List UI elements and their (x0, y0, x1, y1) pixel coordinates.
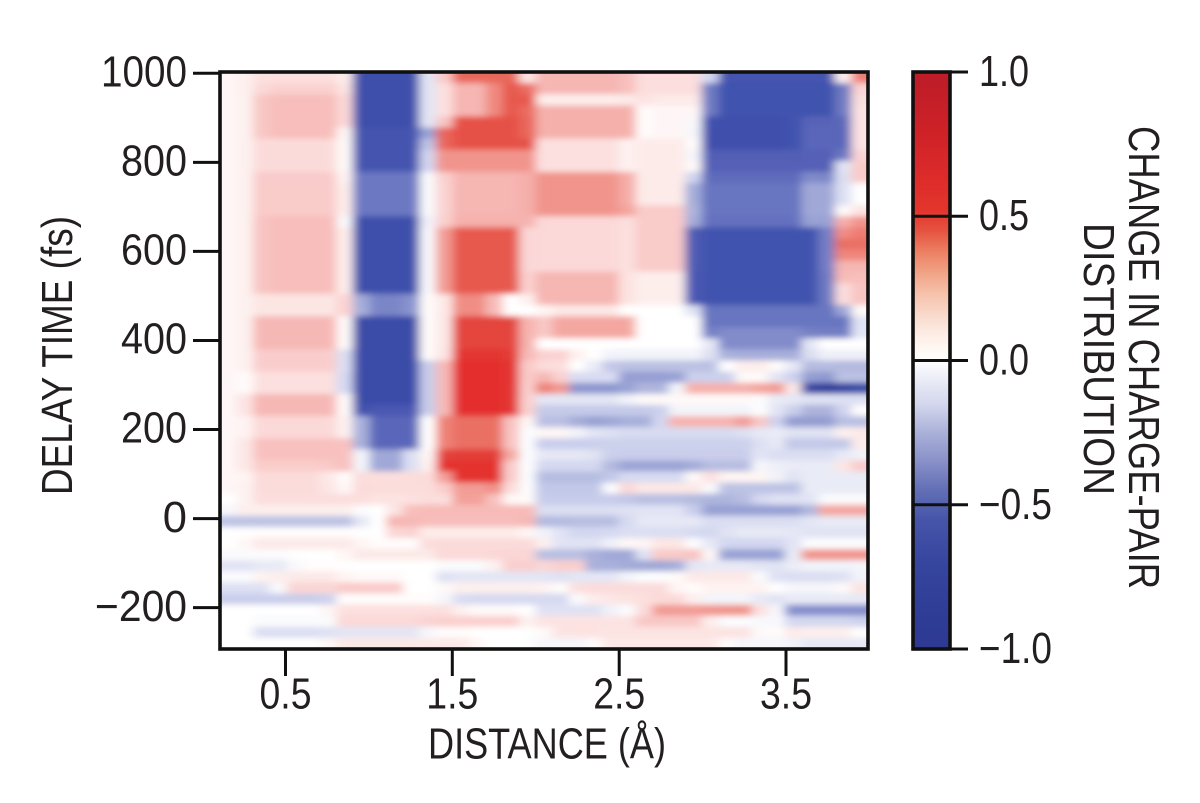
svg-text:1.0: 1.0 (979, 48, 1029, 96)
svg-text:0.0: 0.0 (979, 337, 1029, 385)
svg-text:600: 600 (121, 227, 187, 275)
svg-text:1.5: 1.5 (426, 671, 478, 719)
svg-text:−200: −200 (95, 583, 187, 631)
svg-text:0.5: 0.5 (979, 192, 1029, 240)
svg-text:CHANGE IN CHARGE-PAIR: CHANGE IN CHARGE-PAIR (1119, 126, 1167, 589)
svg-text:−1.0: −1.0 (979, 625, 1052, 673)
svg-text:−0.5: −0.5 (979, 481, 1052, 529)
svg-text:3.5: 3.5 (760, 671, 812, 719)
svg-text:0.5: 0.5 (260, 671, 312, 719)
svg-text:2.5: 2.5 (593, 671, 645, 719)
svg-text:800: 800 (121, 138, 187, 186)
svg-text:0: 0 (163, 494, 187, 542)
svg-text:DISTRIBUTION: DISTRIBUTION (1074, 223, 1122, 495)
svg-text:200: 200 (121, 405, 187, 453)
svg-text:400: 400 (121, 316, 187, 364)
svg-text:1000: 1000 (101, 49, 187, 97)
svg-text:DISTANCE (Å): DISTANCE (Å) (428, 720, 666, 769)
svg-text:DELAY TIME (fs): DELAY TIME (fs) (34, 216, 82, 495)
